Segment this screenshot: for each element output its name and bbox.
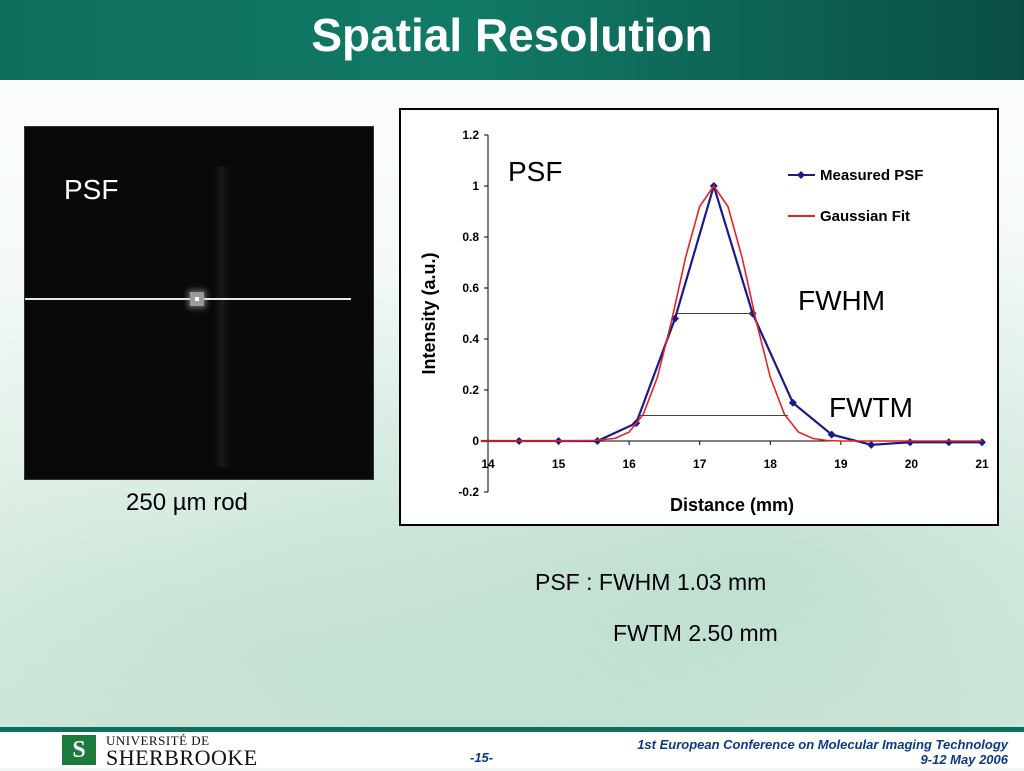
page-number: -15- (470, 750, 494, 765)
y-tick-label: -0.2 (458, 485, 479, 499)
profile-line (25, 298, 351, 300)
y-tick-label: 0.6 (462, 281, 479, 295)
image-caption: 250 µm rod (126, 489, 248, 516)
conference-dates: 9-12 May 2006 (920, 752, 1008, 767)
legend-marker (797, 171, 805, 179)
x-tick-label: 15 (552, 457, 566, 471)
data-point (788, 398, 797, 407)
data-point (827, 430, 836, 439)
footer-divider (0, 727, 1024, 732)
chart-title: PSF (508, 156, 562, 187)
psf-streak (214, 167, 230, 467)
series-line-1 (480, 184, 982, 442)
legend-label: Gaussian Fit (820, 208, 910, 225)
y-tick-label: 0.2 (462, 383, 479, 397)
title-bar: Spatial Resolution (0, 0, 1024, 80)
legend-label: Measured PSF (820, 167, 923, 184)
conference-name: 1st European Conference on Molecular Ima… (637, 737, 1008, 752)
x-tick-label: 14 (481, 457, 495, 471)
y-tick-label: 0 (472, 434, 479, 448)
x-tick-label: 16 (622, 457, 636, 471)
y-tick-label: 0.8 (462, 230, 479, 244)
logo-line-1: UNIVERSITÉ DE (106, 733, 210, 748)
psf-chart: -0.2 0 0.2 0.4 0.6 0.8 1 1.2 14 15 16 17 18 19 20 21 Dis… (399, 108, 999, 526)
result-fwtm: FWTM 2.50 mm (613, 620, 778, 646)
data-point (593, 437, 602, 445)
image-label: PSF (64, 174, 119, 205)
y-tick-label: 1 (472, 179, 479, 193)
y-axis-label: Intensity (a.u.) (419, 252, 439, 374)
data-point (867, 440, 876, 449)
psf-hot-core (195, 297, 199, 301)
annotation-label: FWTM (829, 392, 913, 423)
x-tick-label: 20 (905, 457, 919, 471)
annotation-label: FWHM (798, 285, 885, 316)
chart-svg: -0.2 0 0.2 0.4 0.6 0.8 1 1.2 14 15 16 17 18 19 20 21 Dis… (419, 128, 989, 515)
x-tick-label: 18 (764, 457, 778, 471)
result-fwhm: PSF : FWHM 1.03 mm (535, 569, 767, 595)
x-axis-label: Distance (mm) (670, 495, 794, 515)
data-point (944, 438, 953, 447)
slide-title: Spatial Resolution (311, 9, 713, 61)
footer (0, 732, 1024, 768)
x-tick-label: 17 (693, 457, 707, 471)
x-tick-label: 19 (834, 457, 848, 471)
data-point (906, 438, 915, 447)
y-tick-label: 1.2 (462, 128, 479, 142)
university-logo-icon: S (62, 735, 96, 765)
y-tick-label: 0.4 (462, 332, 479, 346)
x-tick-label: 21 (975, 457, 989, 471)
logo-line-2: SHERBROOKE (106, 745, 258, 770)
data-point (978, 438, 986, 447)
psf-image-panel: PSF (24, 126, 374, 480)
